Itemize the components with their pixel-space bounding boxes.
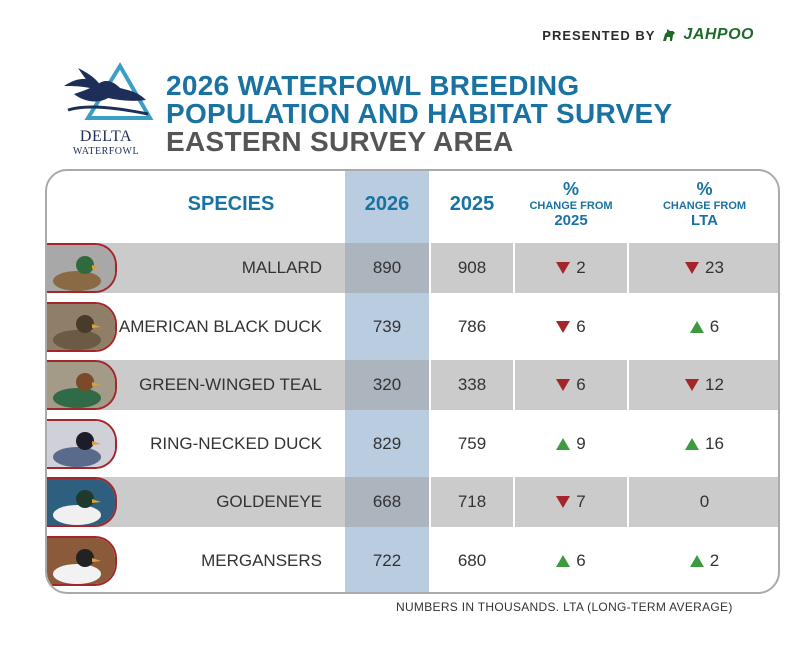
change-from-2025: 6 xyxy=(515,302,627,352)
change-from-2025: 7 xyxy=(515,477,627,527)
logo-text-delta: DELTA xyxy=(79,128,133,145)
header-change-2025: % CHANGE FROM 2025 xyxy=(515,171,627,237)
table-row: GREEN-WINGED TEAL 320 338 6 12 xyxy=(47,360,778,410)
change-from-2025-value: 7 xyxy=(576,492,586,511)
down-arrow-icon xyxy=(556,320,571,333)
value-2026: 668 xyxy=(372,492,402,511)
value-2025: 338 xyxy=(457,375,487,394)
change-from-2025: 6 xyxy=(515,536,627,586)
header-change-2025-label: CHANGE FROM xyxy=(529,200,613,212)
header-species: SPECIES xyxy=(187,192,275,215)
header-2026: 2026 xyxy=(364,192,410,215)
header-change-lta: % CHANGE FROM LTA xyxy=(629,171,778,237)
species-name: GREEN-WINGED TEAL xyxy=(139,375,322,394)
value-2025: 718 xyxy=(457,492,487,511)
change-from-lta: 6 xyxy=(629,302,778,352)
change-from-lta-value: 12 xyxy=(705,375,724,394)
duck-logo-icon xyxy=(64,62,154,120)
up-arrow-icon xyxy=(685,437,700,450)
change-from-2025-value: 9 xyxy=(576,433,586,453)
title-line-3: EASTERN SURVEY AREA xyxy=(166,126,514,157)
duck-photo xyxy=(47,535,117,586)
divider xyxy=(627,171,629,592)
value-2026: 890 xyxy=(372,258,402,277)
change-from-lta: 12 xyxy=(629,360,778,410)
change-from-lta-value: 23 xyxy=(705,258,724,277)
value-2026: 739 xyxy=(372,316,402,336)
header-change-2025-year: 2025 xyxy=(554,212,588,229)
down-arrow-icon xyxy=(556,379,571,391)
change-from-lta-value: 6 xyxy=(709,316,720,336)
duck-photo xyxy=(47,301,117,352)
down-arrow-icon xyxy=(556,496,571,508)
change-from-2025-value: 6 xyxy=(576,550,586,570)
species-name: GOLDENEYE xyxy=(216,492,322,511)
table-row: RING-NECKED DUCK 829 759 9 16 xyxy=(47,418,778,469)
change-from-2025-value: 6 xyxy=(576,375,586,394)
up-arrow-icon xyxy=(689,320,704,333)
presented-by-label: PRESENTED BY xyxy=(542,27,656,43)
change-from-lta: 16 xyxy=(629,419,778,469)
change-from-lta: 2 xyxy=(629,536,778,586)
up-arrow-icon xyxy=(556,554,571,567)
change-from-lta-value: 16 xyxy=(705,433,724,453)
header-change-lta-pct: % xyxy=(696,179,713,199)
change-from-2025-value: 6 xyxy=(576,316,586,336)
duck-photo xyxy=(47,243,117,293)
species-name: MERGANSERS xyxy=(201,550,322,570)
species-name: RING-NECKED DUCK xyxy=(150,433,322,453)
down-arrow-icon xyxy=(685,262,700,274)
survey-table: MALLARD 890 908 2 23 AMERICAN BLACK DUCK 739 78… xyxy=(45,169,780,594)
change-from-lta-value: 2 xyxy=(709,550,720,570)
change-from-lta: 23 xyxy=(629,243,778,293)
header-2025: 2025 xyxy=(449,192,495,215)
change-from-2025-value: 2 xyxy=(576,258,586,277)
down-arrow-icon xyxy=(685,379,700,391)
divider xyxy=(429,171,431,592)
title-line-2: POPULATION AND HABITAT SURVEY xyxy=(166,98,673,129)
footnote: NUMBERS IN THOUSANDS. LTA (LONG-TERM AVE… xyxy=(396,600,733,614)
divider xyxy=(513,171,515,592)
up-arrow-icon xyxy=(689,554,704,567)
change-from-lta: 0 xyxy=(629,477,778,527)
table-row: AMERICAN BLACK DUCK 739 786 6 6 xyxy=(47,301,778,352)
value-2025: 759 xyxy=(457,433,487,453)
change-from-2025: 6 xyxy=(515,360,627,410)
species-name: MALLARD xyxy=(241,258,322,277)
delta-waterfowl-logo: DELTA WATERFOWL xyxy=(58,58,154,168)
change-from-2025: 2 xyxy=(515,243,627,293)
dog-icon xyxy=(663,29,676,41)
header-change-lta-label: CHANGE FROM xyxy=(662,200,747,212)
table-row: MALLARD 890 908 2 23 xyxy=(47,243,778,293)
sponsor: PRESENTED BY JAHPOO xyxy=(542,26,754,44)
value-2026: 722 xyxy=(372,550,402,570)
duck-photo xyxy=(47,418,117,469)
down-arrow-icon xyxy=(556,262,571,274)
logo-text-waterfowl: WATERFOWL xyxy=(72,146,140,157)
value-2025: 786 xyxy=(457,316,487,336)
page-title: 2026 WATERFOWL BREEDING POPULATION AND H… xyxy=(166,72,673,156)
value-2025: 680 xyxy=(457,550,487,570)
change-from-lta-value: 0 xyxy=(699,492,710,511)
value-2026: 829 xyxy=(372,433,402,453)
table-row: MERGANSERS 722 680 6 2 xyxy=(47,535,778,586)
title-line-1: 2026 WATERFOWL BREEDING xyxy=(166,70,580,101)
duck-photo xyxy=(47,477,117,527)
header-change-lta-year: LTA xyxy=(691,212,718,229)
value-2026: 320 xyxy=(372,375,402,394)
up-arrow-icon xyxy=(556,437,571,450)
table-row: GOLDENEYE 668 718 7 0 xyxy=(47,477,778,527)
species-name: AMERICAN BLACK DUCK xyxy=(118,316,322,336)
sponsor-brand: JAHPOO xyxy=(683,26,754,43)
value-2025: 908 xyxy=(457,258,487,277)
duck-photo xyxy=(47,360,117,410)
change-from-2025: 9 xyxy=(515,419,627,469)
header-change-2025-pct: % xyxy=(562,179,579,199)
